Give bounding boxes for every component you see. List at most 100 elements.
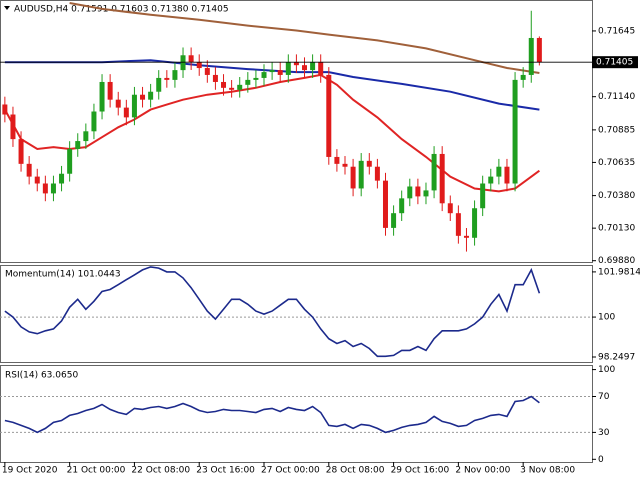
candle-body [253,77,259,80]
candle-body [423,190,429,197]
candle-body [140,94,146,100]
candle-body [358,160,364,189]
candle-body [374,166,380,181]
x-tick-label: 2 Nov 00:00 [455,466,510,476]
candle-body [342,163,348,167]
candle-body [59,173,65,184]
y-tick-label: 30 [598,428,610,438]
last-price-label: 0.71405 [596,58,633,68]
candle-body [415,186,421,197]
chart-title: AUDUSD,H4 0.71591 0.71603 0.71380 0.7140… [14,5,229,15]
candle-body [285,62,291,75]
candle-body [318,62,324,75]
indicator-line [4,395,540,434]
candle-body [520,74,526,80]
candle-body [512,79,518,184]
collapse-arrow[interactable] [4,6,10,10]
candle-body [504,166,510,184]
candle-body [455,213,461,236]
candle-body [212,74,218,82]
main-panel-frame [0,0,593,263]
candle-body [221,81,227,88]
y-tick-label: 0 [598,455,604,465]
candle-body [91,111,97,132]
x-tick-label: 22 Oct 08:00 [131,466,190,476]
candle-body [26,163,32,177]
candle-body [496,166,502,177]
x-tick-label: 23 Oct 16:00 [196,466,255,476]
candle-body [115,99,121,108]
candle-body [2,104,8,115]
y-tick-label: 0.71140 [598,92,635,102]
candle-body [293,62,299,66]
candle-body [528,37,534,75]
candle-body [67,149,73,174]
x-tick-label: 28 Oct 08:00 [326,466,385,476]
candle-body [447,203,453,214]
candle-body [172,70,178,80]
x-tick-label: 19 Oct 2020 [2,466,58,476]
candle-body [10,114,16,140]
candle-body [366,160,372,167]
candle-body [148,91,154,100]
y-tick-label: 0.70130 [598,224,635,234]
candle-body [536,37,542,63]
candle-body [131,94,137,118]
x-tick-label: 27 Oct 00:00 [261,466,320,476]
y-tick-label: 0.70885 [598,125,635,135]
candle-body [164,77,170,80]
candle-body [326,74,332,157]
candle-body [204,68,210,75]
rsi-panel-frame [0,365,593,463]
candle-body [488,176,494,184]
candle-body [99,81,105,112]
candle-body [123,107,129,118]
x-tick-label: 3 Nov 08:00 [520,466,575,476]
y-tick-label: 70 [598,392,610,402]
candle-body [472,208,478,238]
candle-body [391,213,397,228]
candle-body [439,153,445,204]
candle-body [237,84,243,90]
candle-body [196,62,202,69]
candle-body [407,186,413,199]
candle-body [188,55,194,63]
y-tick-label: 0.70635 [598,158,635,168]
candle-body [310,62,316,71]
candle-body [75,141,81,150]
y-tick-label: 0.69880 [598,256,635,266]
y-tick-label: 0.71645 [598,26,635,36]
candle-body [83,131,89,142]
candle-body [480,183,486,209]
candle-body [431,153,437,191]
y-tick-label: 100 [598,313,615,323]
y-tick-label: 100 [598,365,615,375]
momentum-title: Momentum(14) 101.0443 [5,270,121,280]
candle-body [180,55,186,71]
candle-body [399,198,405,214]
candle-body [334,156,340,164]
candle-body [229,87,235,90]
candle-body [34,176,40,184]
indicator-line [4,266,541,358]
candle-body [245,79,251,85]
y-tick-label: 101.9814 [598,267,640,277]
candle-body [463,235,469,238]
y-tick-label: 0.70380 [598,191,635,201]
candle-body [302,65,308,71]
candle-body [277,70,283,75]
moving-average [69,2,540,74]
candle-body [107,81,113,100]
rsi-title: RSI(14) 63.0650 [5,371,78,381]
candle-body [18,139,24,164]
x-tick-label: 21 Oct 00:00 [67,466,126,476]
last-price-box [592,56,638,69]
candle-body [350,166,356,189]
candle-body [261,72,267,78]
candle-body [269,70,275,73]
x-tick-label: 29 Oct 16:00 [391,466,450,476]
candle-body [42,183,48,194]
candle-body [382,180,388,228]
